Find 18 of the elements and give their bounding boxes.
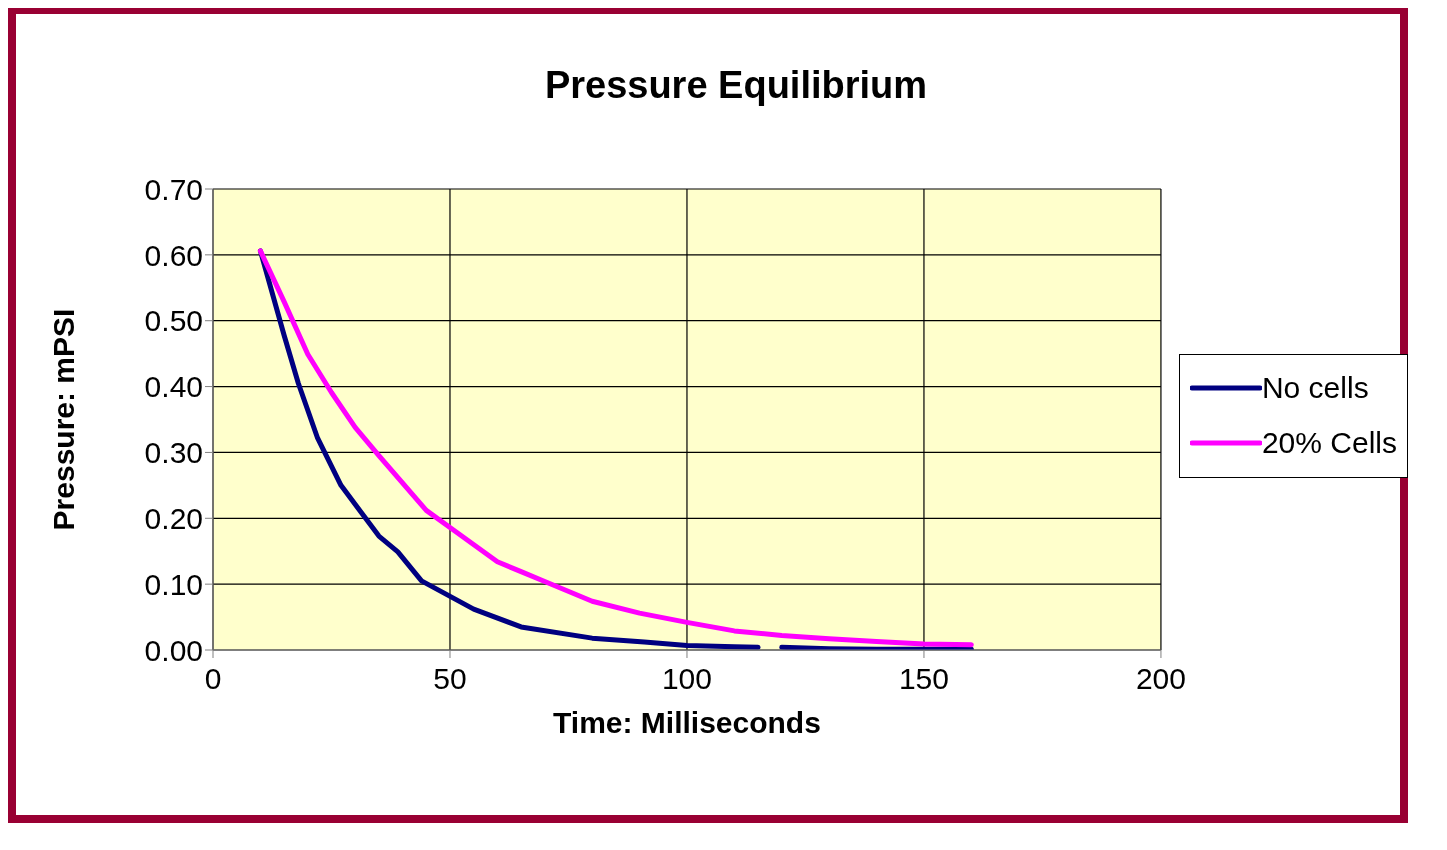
x-tick-label: 150 [898,662,949,696]
y-axis-title: Pressure: mPSI [46,308,80,531]
x-tick-label: 50 [433,662,467,696]
y-tick-label: 0.40 [144,370,203,404]
x-axis-title: Time: Milliseconds [553,706,821,739]
y-tick-label: 0.10 [144,567,203,601]
legend-label: No cells [1261,371,1369,405]
y-tick-label: 0.00 [144,633,203,667]
y-tick-label: 0.60 [144,238,203,272]
x-tick-label: 100 [661,662,712,696]
y-tick-label: 0.70 [144,172,203,206]
y-tick-label: 0.20 [144,501,203,535]
legend-label: 20% Cells [1261,426,1397,460]
x-tick-label: 0 [204,662,222,696]
chart-title: Pressure Equilibrium [544,64,928,106]
x-tick-label: 200 [1135,662,1186,696]
y-tick-label: 0.30 [144,436,203,470]
y-tick-label: 0.50 [144,304,203,338]
